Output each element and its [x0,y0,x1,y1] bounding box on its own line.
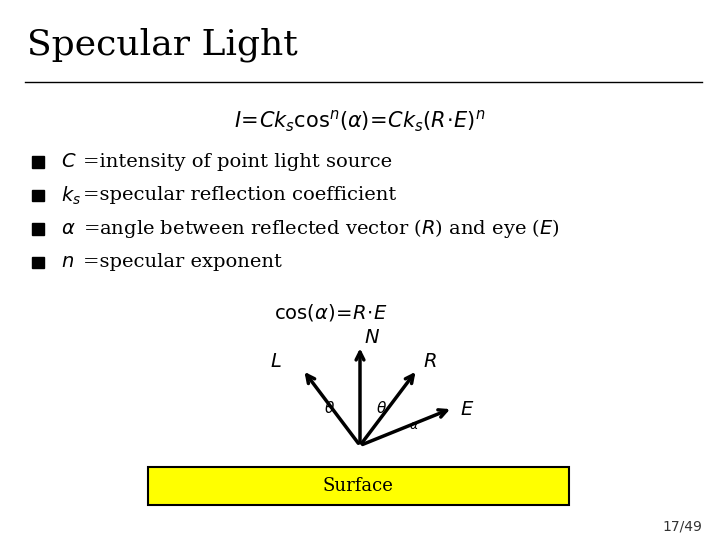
Text: $I\!=\!Ck_s\cos^n\!(\alpha)\!=\!Ck_s(R\!\cdot\! E)^n$: $I\!=\!Ck_s\cos^n\!(\alpha)\!=\!Ck_s(R\!… [234,108,486,133]
Text: $\theta$: $\theta$ [376,400,387,416]
Text: $\cos(\alpha)\!=\!R\!\cdot\! E$: $\cos(\alpha)\!=\!R\!\cdot\! E$ [274,302,388,323]
Text: =intensity of point light source: =intensity of point light source [83,153,392,171]
Polygon shape [32,257,44,268]
Polygon shape [32,190,44,201]
Polygon shape [32,224,44,234]
Text: $R$: $R$ [423,353,436,371]
Text: $C$: $C$ [61,153,77,171]
Text: $k_s$: $k_s$ [61,184,81,207]
Text: $\alpha$: $\alpha$ [61,220,76,238]
Text: Specular Light: Specular Light [27,27,298,62]
Text: $\alpha$: $\alpha$ [409,419,419,433]
Text: $L$: $L$ [271,353,282,371]
Bar [148,467,569,505]
Text: Surface: Surface [323,477,394,495]
Text: 17/49: 17/49 [662,519,702,534]
Text: $\theta$: $\theta$ [324,400,335,416]
Text: $N$: $N$ [364,329,379,347]
Polygon shape [32,157,44,167]
Text: =specular exponent: =specular exponent [83,253,282,272]
Text: =angle between reflected vector ($R$) and eye ($E$): =angle between reflected vector ($R$) an… [83,218,559,240]
Text: $E$: $E$ [460,401,474,418]
Text: =specular reflection coefficient: =specular reflection coefficient [83,186,396,205]
Text: $n$: $n$ [61,253,74,272]
